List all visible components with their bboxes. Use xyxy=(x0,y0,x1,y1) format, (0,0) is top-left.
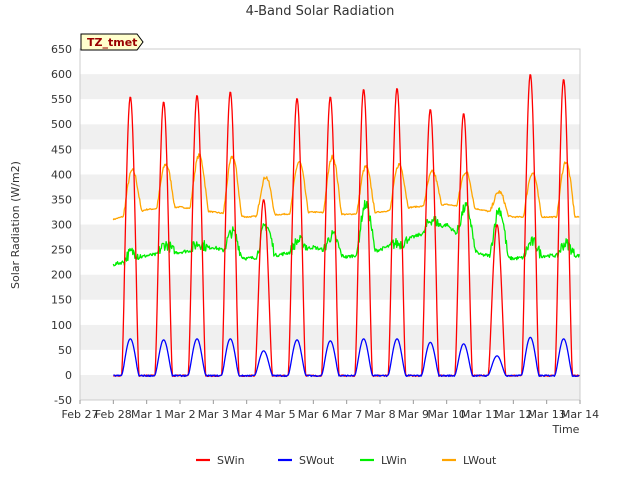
legend-label-swout: SWout xyxy=(299,454,335,467)
x-tick-label: Mar 7 xyxy=(331,408,362,421)
grid-band xyxy=(80,174,580,200)
x-tick-label: Mar 9 xyxy=(398,408,429,421)
plot-background-bands xyxy=(80,49,580,400)
y-tick-label: 400 xyxy=(51,168,72,181)
y-axis-label: Solar Radiation (W/m2) xyxy=(9,161,22,289)
y-tick-label: 600 xyxy=(51,68,72,81)
legend: SWin SWout LWin LWout xyxy=(196,454,497,467)
x-tick-label: Mar 6 xyxy=(298,408,329,421)
x-tick-label: Feb 27 xyxy=(62,408,99,421)
grid-band xyxy=(80,374,580,400)
grid-band xyxy=(80,249,580,275)
grid-band xyxy=(80,274,580,300)
y-tick-label: 250 xyxy=(51,244,72,257)
y-tick-label: 100 xyxy=(51,319,72,332)
x-tick-label: Mar 5 xyxy=(264,408,295,421)
grid-band xyxy=(80,324,580,350)
site-badge: TZ_tmet xyxy=(80,33,144,51)
x-tick-label: Mar 3 xyxy=(198,408,229,421)
series-line-swout xyxy=(113,336,580,378)
site-badge-shape xyxy=(80,33,144,51)
legend-label-lwout: LWout xyxy=(463,454,497,467)
y-tick-label: 550 xyxy=(51,93,72,106)
x-tick-label: Feb 28 xyxy=(95,408,132,421)
x-tick-label: Mar 11 xyxy=(461,408,499,421)
x-tick-label: Mar 14 xyxy=(561,408,599,421)
grid-band xyxy=(80,349,580,375)
x-tick-label: Mar 12 xyxy=(494,408,532,421)
y-tick-label: 200 xyxy=(51,269,72,282)
y-axis-ticks: -50 0 50 100 150 200 250 300 350 400 450 500 550 600 6… xyxy=(51,43,72,407)
x-tick-label: Mar 13 xyxy=(528,408,566,421)
chart-title: 4-Band Solar Radiation xyxy=(246,4,395,19)
y-tick-label: 650 xyxy=(51,43,72,56)
y-tick-label: 450 xyxy=(51,143,72,156)
grid-band xyxy=(80,49,580,75)
series-line-lwout xyxy=(112,153,580,221)
y-tick-label: 300 xyxy=(51,219,72,232)
grid-band xyxy=(80,299,580,325)
x-tick-label: Mar 1 xyxy=(131,408,162,421)
y-tick-label: 350 xyxy=(51,193,72,206)
y-tick-label: 0 xyxy=(65,369,72,382)
y-tick-label: 500 xyxy=(51,118,72,131)
y-tick-label: -50 xyxy=(54,394,72,407)
series-lines xyxy=(112,74,580,378)
x-axis-label: Time xyxy=(552,423,580,436)
y-tick-label: 50 xyxy=(58,344,72,357)
grid-band xyxy=(80,74,580,100)
x-tick-label: Mar 2 xyxy=(164,408,195,421)
x-tick-label: Mar 4 xyxy=(231,408,262,421)
grid-band xyxy=(80,124,580,150)
site-badge-label: TZ_tmet xyxy=(87,36,137,49)
legend-label-swin: SWin xyxy=(217,454,245,467)
plot-frame xyxy=(79,48,581,401)
legend-label-lwin: LWin xyxy=(381,454,407,467)
x-tick-label: Mar 10 xyxy=(428,408,466,421)
x-tick-label: Mar 8 xyxy=(364,408,395,421)
y-tick-label: 150 xyxy=(51,294,72,307)
grid-band xyxy=(80,224,580,250)
